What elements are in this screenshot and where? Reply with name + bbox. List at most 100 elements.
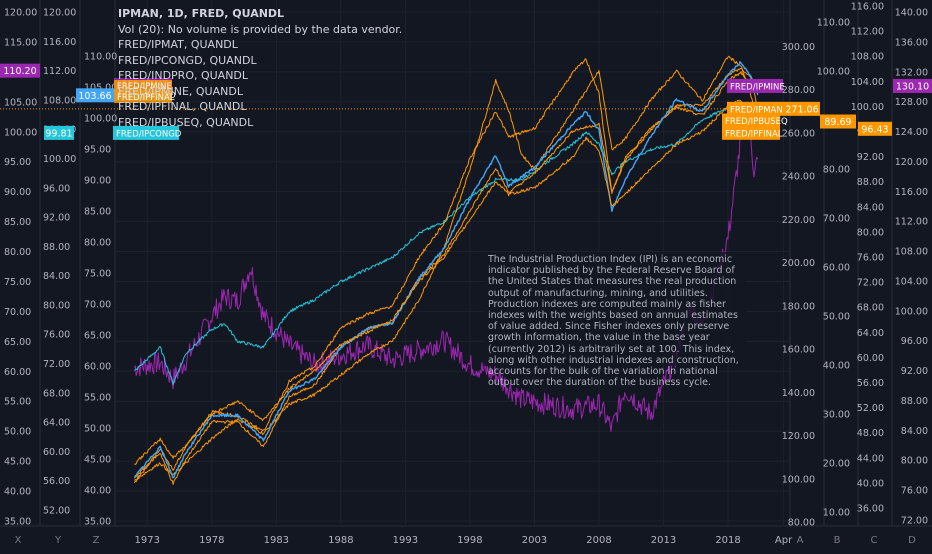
- axis-tick-label-z: 50.00: [84, 424, 111, 435]
- axis-tick-label-x: 105.00: [4, 97, 37, 108]
- axis-tick-label-y: 100.00: [43, 154, 76, 165]
- legend-symbol-ipfinal[interactable]: FRED/IPFINAL, QUANDL: [118, 100, 247, 113]
- axis-tick-label-a: 80.00: [788, 518, 815, 529]
- axis-scale-button-z[interactable]: Z: [93, 535, 100, 546]
- axis-tick-label-y: 64.00: [43, 418, 70, 429]
- price-tag-bg: [893, 78, 932, 93]
- axis-tick-label-c: 108.00: [851, 52, 884, 63]
- series-line-ipmat: [133, 67, 759, 485]
- axis-tick-label-x: 65.00: [4, 337, 31, 348]
- axis-tick-label-y: 84.00: [43, 271, 70, 282]
- axis-tick-label-z: 70.00: [84, 300, 111, 311]
- axis-tick-label-y: 88.00: [43, 242, 70, 253]
- series-label-fred-ipbuseq: FRED/IPBUSEQ: [725, 117, 788, 127]
- series-label-bg: [727, 101, 784, 116]
- axis-tick-label-b: 10.00: [823, 508, 850, 519]
- price-tag-89.69: 89.69: [824, 117, 851, 128]
- axis-tick-label-y: 108.00: [43, 95, 76, 106]
- axis-tick-label-x: 95.00: [4, 157, 31, 168]
- axis-tick-label-y: 56.00: [43, 476, 70, 487]
- price-tag-bg: [0, 63, 40, 78]
- axis-tick-label-d: 132.00: [895, 67, 928, 78]
- axis-tick-label-y: 96.00: [43, 183, 70, 194]
- axis-tick-label-x: 100.00: [4, 127, 37, 138]
- series-line-indpro: [134, 61, 759, 479]
- axis-scale-button-b[interactable]: B: [834, 535, 841, 546]
- axis-tick-label-b: 100.00: [817, 67, 850, 78]
- axis-tick-label-d: 84.00: [901, 426, 928, 437]
- axis-tick-label-d: 140.00: [895, 8, 928, 19]
- price-tag-96.43: 96.43: [861, 124, 888, 135]
- overlap-tag-fred-ipmine: FRED/IPMINE: [117, 82, 172, 92]
- x-tick-label: 2008: [586, 535, 611, 546]
- axis-tick-label-x: 90.00: [4, 187, 31, 198]
- axis-tick-label-d: 88.00: [901, 396, 928, 407]
- axis-tick-label-x: 45.00: [4, 457, 31, 468]
- chart-series-lines: [0, 55, 790, 485]
- axis-tick-label-d: 104.00: [895, 276, 928, 287]
- legend-volume-note: Vol (20): No volume is provided by the d…: [118, 22, 403, 36]
- axis-tick-label-a: 160.00: [782, 345, 815, 356]
- axis-tick-label-y: 80.00: [43, 300, 70, 311]
- axis-tick-label-d: 116.00: [895, 187, 928, 198]
- legend-symbol-ipmat[interactable]: FRED/IPMAT, QUANDL: [118, 38, 238, 51]
- axis-tick-label-d: 136.00: [895, 37, 928, 48]
- axis-scale-button-d[interactable]: D: [908, 535, 916, 546]
- axis-tick-label-c: 40.00: [857, 478, 884, 489]
- axis-tick-label-x: 120.00: [4, 8, 37, 19]
- x-tick-label: 1998: [457, 535, 482, 546]
- x-tick-label: 1983: [264, 535, 289, 546]
- axis-tick-label-x: 35.00: [4, 517, 31, 528]
- axis-tick-label-c: 88.00: [857, 177, 884, 188]
- price-tag-bg: [820, 114, 856, 129]
- chart-legend: IPMAN, 1D, FRED, QUANDL Vol (20): No vol…: [118, 6, 402, 130]
- price-tag-103.66: 103.66: [78, 91, 111, 102]
- axis-tick-label-d: 128.00: [895, 97, 928, 108]
- axis-tick-label-b: 50.00: [823, 312, 850, 323]
- axis-scale-button-x[interactable]: X: [15, 535, 22, 546]
- axis-tick-label-x: 55.00: [4, 397, 31, 408]
- axis-tick-label-d: 96.00: [901, 336, 928, 347]
- axis-scale-button-a[interactable]: A: [797, 535, 804, 546]
- axis-tick-label-z: 60.00: [84, 362, 111, 373]
- series-label-fred-ipmine: FRED/IPMINE: [730, 82, 785, 92]
- series-label-fred-ipman: FRED/IPMAN: [730, 105, 783, 115]
- axis-tick-label-a: 100.00: [782, 474, 815, 485]
- axis-tick-label-y: 60.00: [43, 447, 70, 458]
- legend-symbol-indpro[interactable]: FRED/INDPRO, QUANDL: [118, 69, 249, 82]
- legend-symbol-ipbuseq[interactable]: FRED/IPBUSEQ, QUANDL: [118, 115, 254, 129]
- axis-tick-label-d: 124.00: [895, 127, 928, 138]
- axis-tick-label-c: 52.00: [857, 403, 884, 414]
- axis-tick-label-z: 85.00: [84, 207, 111, 218]
- axis-tick-label-b: 60.00: [823, 263, 850, 274]
- axis-tick-label-d: 76.00: [901, 486, 928, 497]
- axis-tick-label-d: 112.00: [895, 217, 928, 228]
- axis-tick-label-c: 48.00: [857, 428, 884, 439]
- axis-tick-label-a: 200.00: [782, 258, 815, 269]
- chart-bottom-axis: 1973 1978 1983 1988 1993 1998 2003 2008 2013 2018…: [15, 535, 917, 546]
- axis-tick-label-a: 120.00: [782, 431, 815, 442]
- series-line-ipcongd: [134, 101, 759, 385]
- axis-tick-label-c: 36.00: [857, 504, 884, 515]
- x-tick-label: 2018: [715, 535, 740, 546]
- axis-tick-label-c: 72.00: [857, 278, 884, 289]
- axis-tick-label-d: 108.00: [895, 247, 928, 258]
- axis-scale-button-c[interactable]: C: [871, 535, 878, 546]
- axis-tick-label-z: 75.00: [84, 269, 111, 280]
- axis-tick-label-x: 50.00: [4, 427, 31, 438]
- axis-tick-label-x: 70.00: [4, 307, 31, 318]
- legend-symbol-ipmine[interactable]: FRED/IPMINE, QUANDL: [118, 84, 243, 98]
- axis-tick-label-y: 72.00: [43, 359, 70, 370]
- axis-tick-label-d: 92.00: [901, 366, 928, 377]
- legend-title[interactable]: IPMAN, 1D, FRED, QUANDL: [118, 7, 285, 20]
- legend-symbol-ipcongd[interactable]: FRED/IPCONGD, QUANDL: [118, 53, 257, 67]
- axis-scale-button-y[interactable]: Y: [54, 535, 62, 546]
- price-tag-bg: [858, 121, 892, 136]
- axis-tick-label-z: 35.00: [84, 517, 111, 528]
- axis-tick-label-z: 90.00: [84, 176, 111, 187]
- axis-tick-label-c: 100.00: [851, 102, 884, 113]
- axis-tick-label-c: 112.00: [851, 27, 884, 38]
- axis-tick-label-z: 95.00: [84, 145, 111, 156]
